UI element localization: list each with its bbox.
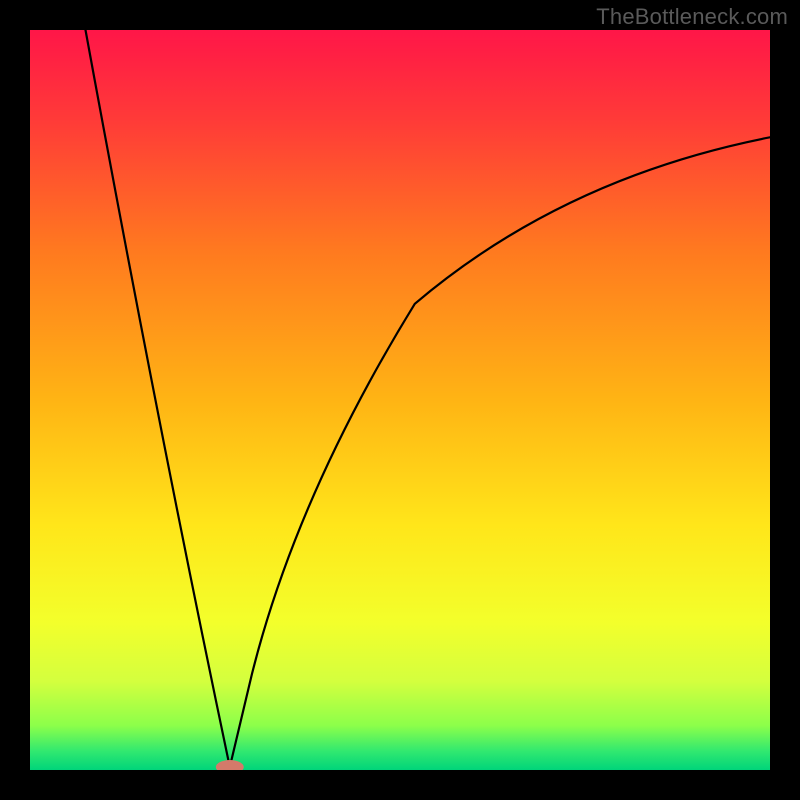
plot-gradient-background [30,30,770,770]
watermark-text: TheBottleneck.com [596,4,788,30]
chart-container: TheBottleneck.com [0,0,800,800]
bottleneck-chart [0,0,800,800]
